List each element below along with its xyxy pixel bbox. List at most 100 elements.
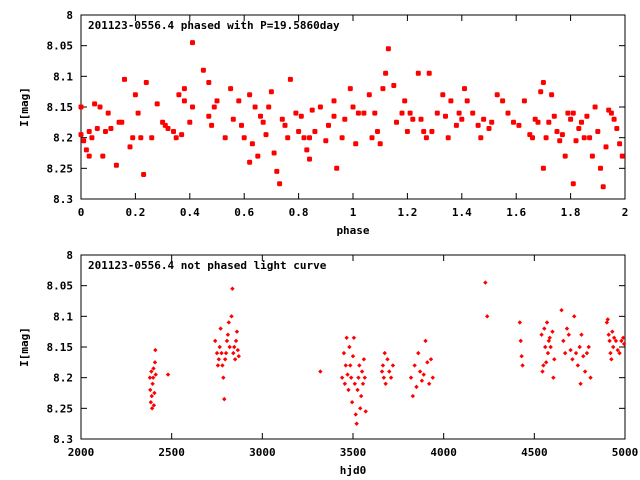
- top-data-point: [434, 110, 440, 116]
- top-data-point: [521, 98, 527, 104]
- top-data-point: [600, 184, 606, 190]
- bottom-data-point: [215, 363, 221, 368]
- bottom-data-point: [379, 369, 385, 374]
- top-x-tick-label: 1.2: [397, 206, 417, 219]
- bottom-data-point: [559, 308, 564, 313]
- bottom-data-point: [517, 320, 523, 325]
- bottom-data-point: [230, 286, 235, 291]
- top-y-axis-label: I[mag]: [18, 87, 31, 127]
- top-y-tick-label: 8.05: [47, 40, 74, 53]
- bottom-y-tick-label: 8: [66, 249, 73, 262]
- top-data-point: [462, 86, 467, 92]
- top-data-point: [258, 113, 263, 119]
- bottom-data-point: [353, 412, 358, 417]
- bottom-data-point: [233, 338, 239, 344]
- bottom-data-point: [147, 375, 153, 380]
- bottom-data-point: [222, 357, 228, 362]
- bottom-data-point: [539, 332, 544, 337]
- top-data-point: [391, 83, 397, 88]
- top-data-point: [331, 113, 337, 119]
- top-data-point: [546, 119, 552, 125]
- top-data-point: [241, 135, 247, 141]
- top-data-point: [236, 98, 242, 104]
- bottom-data-point: [518, 338, 523, 344]
- top-data-point: [366, 92, 372, 98]
- top-data-point: [459, 116, 465, 122]
- bottom-data-point: [566, 332, 571, 337]
- top-data-point: [592, 104, 598, 110]
- top-data-point: [277, 181, 283, 187]
- bottom-data-point: [542, 326, 547, 331]
- top-data-point: [103, 129, 108, 134]
- bottom-data-point: [562, 350, 568, 356]
- bottom-data-point: [349, 400, 355, 405]
- top-data-point: [579, 119, 584, 125]
- top-data-point: [268, 89, 274, 95]
- bottom-data-point: [226, 320, 231, 325]
- bottom-data-point: [520, 363, 525, 368]
- bottom-data-point: [362, 375, 367, 380]
- top-data-point: [143, 80, 149, 85]
- top-y-tick-label: 8.25: [47, 162, 74, 175]
- top-x-tick-label: 2: [622, 206, 629, 219]
- bottom-data-point: [361, 357, 367, 362]
- top-data-point: [407, 110, 413, 116]
- top-data-point: [402, 98, 408, 104]
- bottom-data-point: [545, 350, 551, 356]
- top-data-point: [500, 98, 506, 104]
- top-data-point: [154, 101, 160, 107]
- bottom-data-point: [584, 350, 590, 356]
- top-data-point: [369, 135, 375, 141]
- bottom-data-point: [387, 369, 392, 374]
- bottom-data-point: [548, 344, 553, 350]
- top-data-point: [105, 110, 111, 116]
- bottom-data-point: [421, 372, 426, 377]
- bottom-data-point: [543, 360, 549, 365]
- top-data-point: [440, 92, 446, 98]
- top-x-tick-label: 0.4: [180, 206, 200, 219]
- top-data-point: [312, 129, 318, 134]
- bottom-data-point: [149, 393, 154, 399]
- bottom-data-point: [343, 363, 348, 368]
- top-data-point: [130, 135, 136, 141]
- top-data-point: [304, 147, 310, 153]
- bottom-data-point: [564, 326, 570, 331]
- bottom-data-point: [588, 375, 593, 380]
- top-data-point: [445, 135, 451, 141]
- top-data-point: [350, 104, 356, 110]
- bottom-data-point: [218, 326, 223, 331]
- bottom-data-point: [152, 360, 158, 365]
- top-data-point: [377, 141, 383, 147]
- bottom-data-point: [352, 381, 358, 386]
- top-data-point: [181, 86, 187, 92]
- bottom-data-point: [619, 338, 624, 344]
- top-data-point: [603, 144, 609, 150]
- bottom-data-point: [348, 375, 354, 380]
- bottom-data-point: [385, 357, 390, 362]
- bottom-data-point: [573, 350, 579, 356]
- top-data-point: [179, 132, 185, 138]
- top-data-point: [296, 129, 302, 134]
- bottom-data-point: [348, 363, 353, 368]
- top-data-point: [573, 138, 579, 144]
- bottom-data-point: [543, 344, 548, 350]
- top-data-point: [584, 113, 590, 119]
- top-data-point: [309, 107, 315, 113]
- bottom-data-point: [153, 372, 158, 377]
- top-data-point: [326, 122, 331, 128]
- bottom-data-point: [151, 366, 156, 371]
- bottom-data-point: [544, 320, 550, 325]
- bottom-data-point: [568, 347, 573, 353]
- top-data-point: [209, 122, 215, 128]
- top-x-tick-label: 0.8: [289, 206, 309, 219]
- bottom-data-point: [551, 375, 556, 380]
- top-data-point: [247, 159, 253, 165]
- top-data-point: [206, 113, 212, 119]
- top-data-point: [83, 147, 89, 153]
- top-y-tick-label: 8: [66, 9, 73, 22]
- top-data-point: [252, 104, 258, 110]
- top-data-point: [505, 110, 511, 116]
- top-data-point: [418, 116, 424, 122]
- top-data-point: [559, 132, 565, 138]
